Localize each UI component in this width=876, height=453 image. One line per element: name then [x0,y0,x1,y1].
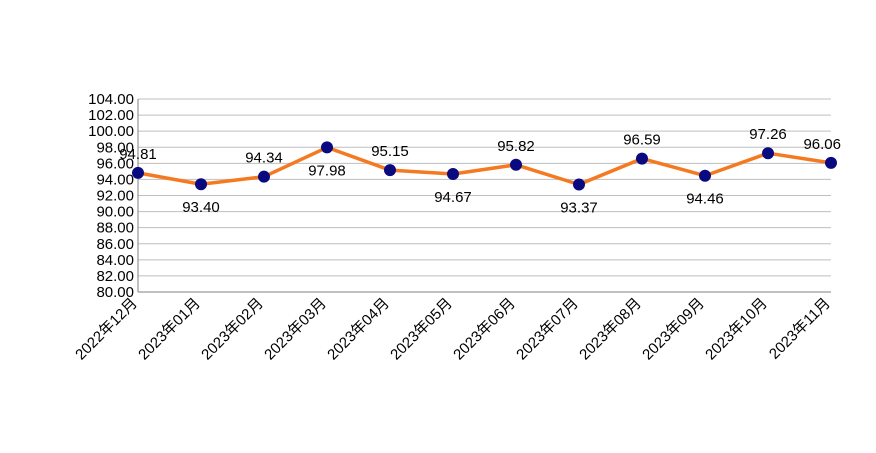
y-tick-label: 104.00 [88,91,134,108]
y-tick-label: 92.00 [96,188,134,205]
data-label: 93.37 [560,199,598,216]
y-tick-label: 90.00 [96,204,134,221]
x-tick-label: 2023年02月 [198,295,267,364]
data-label: 94.81 [119,146,157,163]
x-tick-label: 2023年08月 [576,295,645,364]
x-tick-label: 2023年07月 [513,295,582,364]
data-point [321,141,333,154]
data-label: 95.82 [497,138,535,155]
data-label: 96.59 [623,132,661,149]
data-label: 97.98 [308,162,346,179]
data-point [258,170,270,183]
data-label: 93.40 [182,199,220,216]
x-tick-label: 2023年01月 [135,295,204,364]
y-tick-label: 96.00 [96,155,134,172]
y-tick-label: 86.00 [96,236,134,253]
data-point [447,168,459,181]
data-point [762,147,774,160]
data-point [699,169,711,182]
y-tick-label: 84.00 [96,252,134,269]
data-label: 95.15 [371,143,409,160]
data-labels: 94.81 93.40 94.34 97.98 95.15 94.67 95.82 93.37… [119,126,841,216]
y-tick-label: 80.00 [96,284,134,301]
data-label: 94.46 [686,191,724,208]
y-tick-label: 94.00 [96,171,134,188]
x-tick-label: 2023年06月 [450,295,519,364]
y-tick-label: 100.00 [88,123,134,140]
y-axis-ticks: 80.0082.0084.0086.0088.0090.0092.0094.00… [88,91,134,301]
data-point [825,156,837,169]
grid-lines [138,98,831,293]
x-tick-label: 2023年11月 [766,295,834,363]
y-tick-label: 88.00 [96,220,134,237]
x-tick-label: 2022年12月 [72,295,141,364]
y-tick-label: 102.00 [88,107,134,124]
data-label: 96.06 [803,136,841,153]
x-axis-ticks: 2022年12月2023年01月2023年02月2023年03月2023年04月… [72,295,834,364]
series-line [137,145,832,187]
data-point [132,166,144,179]
data-label: 97.26 [749,126,787,143]
y-tick-label: 98.00 [96,139,134,156]
y-tick-label: 82.00 [96,268,134,285]
data-point [573,178,585,191]
x-tick-label: 2023年04月 [324,295,393,364]
data-point [384,164,396,177]
data-label: 94.34 [245,150,283,167]
x-tick-label: 2023年10月 [702,295,771,364]
x-tick-label: 2023年03月 [261,295,330,364]
data-label: 94.67 [434,189,472,206]
data-point [636,152,648,165]
axes [137,99,831,293]
data-point [195,178,207,191]
x-tick-label: 2023年05月 [387,295,456,364]
data-points [132,141,837,191]
series-line-path [137,145,832,187]
x-tick-label: 2023年09月 [639,295,708,364]
data-point [510,158,522,171]
